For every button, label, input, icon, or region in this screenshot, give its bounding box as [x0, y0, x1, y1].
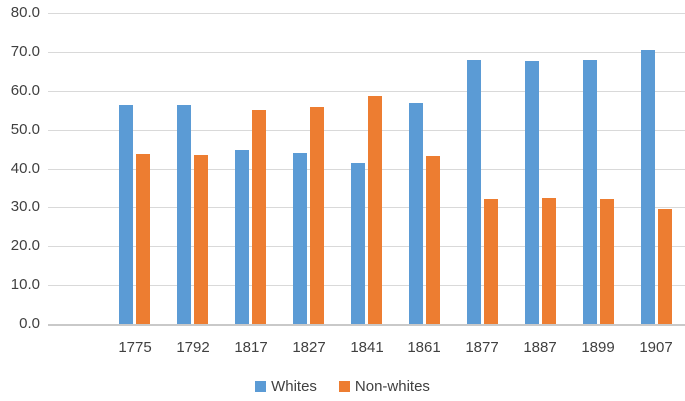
gridline-80.0	[48, 13, 685, 14]
bar-whites-1899	[583, 60, 597, 324]
bar-non-whites-1907	[658, 209, 672, 324]
non-whites-legend-swatch-icon	[338, 381, 350, 392]
x-axis-tick-1861: 1861	[407, 339, 441, 356]
bar-whites-1792	[177, 105, 191, 324]
x-axis-tick-1877: 1877	[465, 339, 499, 356]
x-axis-tick-1792: 1792	[176, 339, 210, 356]
bar-whites-1841	[351, 163, 365, 324]
y-axis-tick-0.0: 0.0	[19, 315, 40, 332]
bar-non-whites-1792	[194, 155, 208, 324]
gridline-70.0	[48, 52, 685, 53]
y-axis-tick-60.0: 60.0	[10, 82, 40, 99]
legend-item-whites: Whites	[255, 378, 317, 395]
y-axis-tick-10.0: 10.0	[10, 276, 40, 293]
y-axis-tick-50.0: 50.0	[10, 121, 40, 138]
x-axis-tick-1775: 1775	[118, 339, 152, 356]
bar-non-whites-1775	[136, 154, 150, 324]
bar-non-whites-1877	[484, 199, 498, 324]
gridline-20.0	[48, 246, 685, 247]
bar-whites-1907	[641, 50, 655, 324]
bar-non-whites-1861	[426, 156, 440, 324]
gridline-60.0	[48, 91, 685, 92]
bar-whites-1775	[119, 105, 133, 324]
whites-legend-label: Whites	[271, 378, 317, 395]
non-whites-legend-label: Non-whites	[354, 378, 430, 395]
bar-whites-1861	[409, 103, 423, 324]
bar-non-whites-1817	[252, 110, 266, 324]
bar-whites-1827	[293, 153, 307, 324]
x-axis-tick-1817: 1817	[234, 339, 268, 356]
y-axis-tick-40.0: 40.0	[10, 160, 40, 177]
bar-non-whites-1899	[600, 199, 614, 324]
x-axis-tick-1899: 1899	[581, 339, 615, 356]
y-axis-tick-20.0: 20.0	[10, 237, 40, 254]
bar-non-whites-1887	[542, 198, 556, 324]
x-axis-line	[48, 324, 685, 326]
whites-legend-swatch-icon	[255, 381, 267, 392]
y-axis-tick-30.0: 30.0	[10, 198, 40, 215]
y-axis-tick-70.0: 70.0	[10, 43, 40, 60]
bar-whites-1877	[467, 60, 481, 324]
x-axis-tick-1841: 1841	[350, 339, 384, 356]
gridline-40.0	[48, 169, 685, 170]
bar-non-whites-1841	[368, 96, 382, 324]
gridline-10.0	[48, 285, 685, 286]
legend-item-non-whites: Non-whites	[338, 378, 430, 395]
y-axis-tick-80.0: 80.0	[10, 4, 40, 21]
x-axis-tick-1827: 1827	[292, 339, 326, 356]
legend: Whites Non-whites	[0, 378, 685, 395]
x-axis-tick-1907: 1907	[639, 339, 673, 356]
bar-whites-1817	[235, 150, 249, 324]
bar-non-whites-1827	[310, 107, 324, 324]
bar-whites-1887	[525, 61, 539, 324]
gridline-50.0	[48, 130, 685, 131]
x-axis-tick-1887: 1887	[523, 339, 557, 356]
gridline-30.0	[48, 207, 685, 208]
